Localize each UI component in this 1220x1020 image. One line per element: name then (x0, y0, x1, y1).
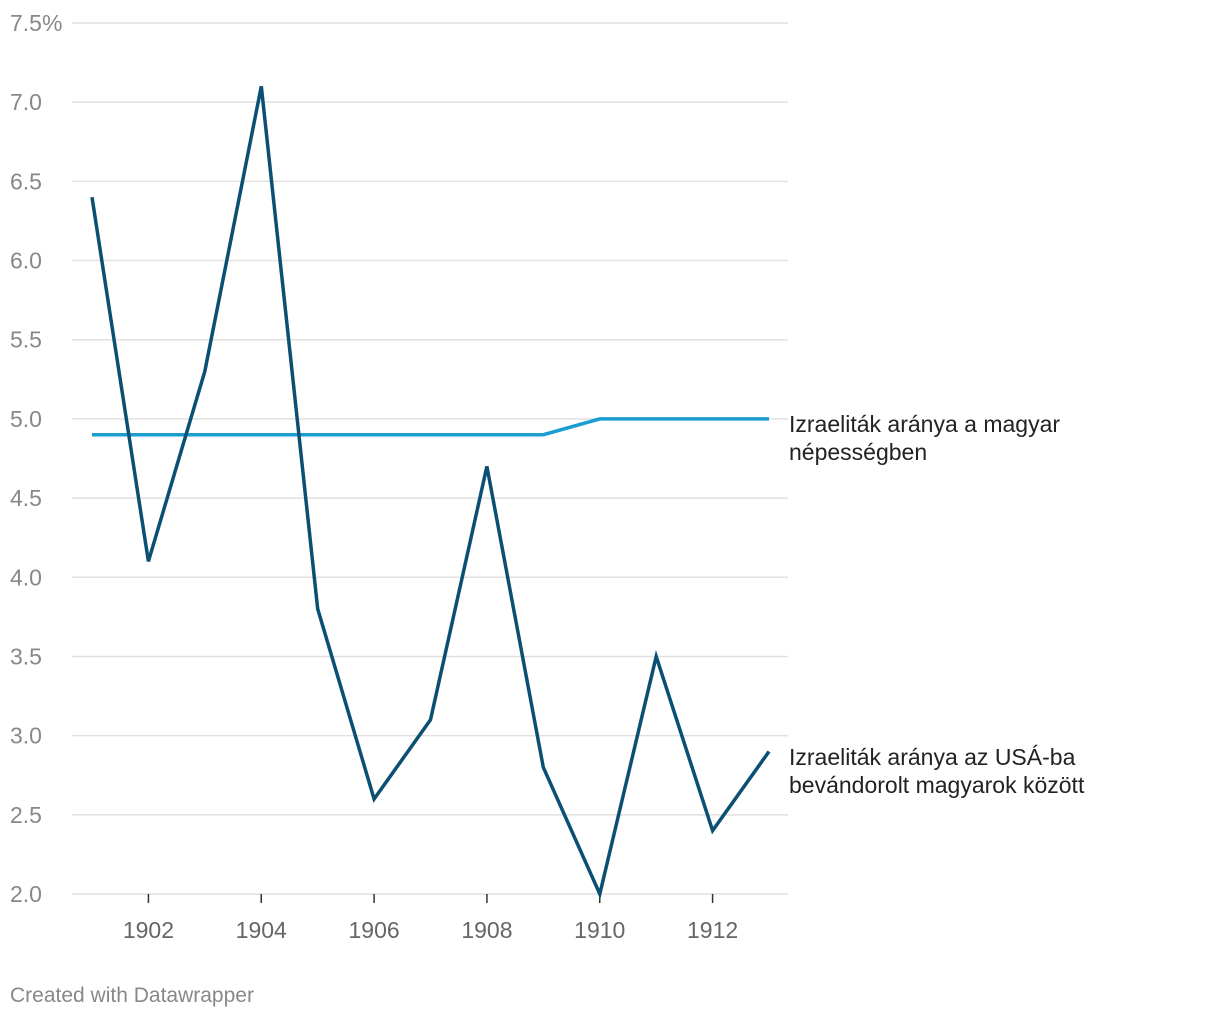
series-label-line: Izraeliták aránya a magyar (789, 411, 1060, 437)
y-tick-label: 2.0 (10, 881, 42, 907)
y-tick-label: 3.0 (10, 723, 42, 749)
datawrapper-credit[interactable]: Created with Datawrapper (10, 984, 254, 1007)
y-tick-label: 2.5 (10, 802, 42, 828)
series-line-israelites-us-immigrants (90, 85, 771, 900)
y-tick-label: 6.0 (10, 248, 42, 274)
y-tick-label: 5.0 (10, 406, 42, 432)
y-tick-label: 7.5% (10, 10, 62, 36)
x-tick-label: 1912 (687, 917, 738, 943)
y-axis-labels: 7.5% 7.0 6.5 6.0 5.5 5.0 4.5 4.0 3.5 3.0 2.5 2.0 (10, 10, 62, 907)
x-tick-label: 1904 (236, 917, 287, 943)
y-tick-label: 7.0 (10, 89, 42, 115)
x-tick-label: 1910 (574, 917, 625, 943)
series-label-line: népességben (789, 439, 927, 465)
series-label-line: Izraeliták aránya az USÁ-ba (789, 744, 1076, 770)
y-tick-label: 6.5 (10, 168, 42, 194)
x-tick-label: 1906 (348, 917, 399, 943)
y-tick-label: 4.5 (10, 485, 42, 511)
x-tick-label: 1908 (461, 917, 512, 943)
series-label-line: bevándorolt magyarok között (789, 772, 1085, 798)
y-tick-label: 4.0 (10, 564, 42, 590)
x-tick-label: 1902 (123, 917, 174, 943)
y-tick-label: 5.5 (10, 327, 42, 353)
x-axis: 1902 1904 1906 1908 1910 1912 (123, 894, 738, 943)
series-line-israelites-hungarian-population (92, 417, 769, 437)
line-chart: 7.5% 7.0 6.5 6.0 5.5 5.0 4.5 4.0 3.5 3.0 2.5 2.0 190… (10, 10, 1085, 943)
y-tick-label: 3.5 (10, 643, 42, 669)
